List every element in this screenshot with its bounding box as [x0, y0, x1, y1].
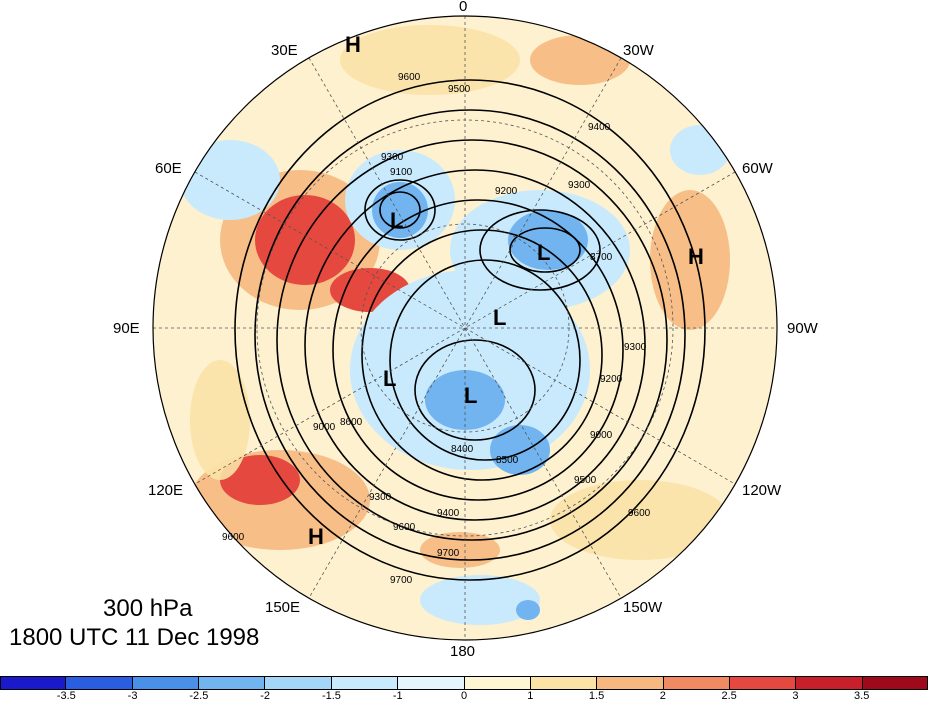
- contour-label: 9200: [495, 186, 518, 197]
- colorbar-tick-label: -3.5: [56, 690, 76, 702]
- colorbar-swatch: [530, 676, 598, 690]
- contour-label: 9700: [437, 548, 460, 559]
- colorbar-tick-label: -1: [392, 690, 403, 702]
- lon-label-180: 180: [450, 643, 476, 660]
- contour-label: 8400: [451, 444, 474, 455]
- colorbar-swatch: [862, 676, 928, 690]
- graticule: [153, 16, 777, 640]
- contour-label: 9100: [390, 167, 413, 178]
- contour-label: 9400: [437, 508, 460, 519]
- colorbar-swatch: [0, 676, 67, 690]
- contour-label: 9400: [588, 122, 611, 133]
- time-label: 1800 UTC 11 Dec 1998: [9, 624, 260, 651]
- colorbar-swatch: [331, 676, 399, 690]
- contour-label: 9500: [574, 475, 597, 486]
- lon-label-0: 0: [459, 0, 468, 15]
- contour-label: 9700: [390, 575, 413, 586]
- contour-label: 8700: [590, 252, 613, 263]
- pressure-center-l: L: [464, 383, 477, 408]
- map-boundary: [152, 15, 778, 641]
- colorbar-tick-label: -1.5: [321, 690, 341, 702]
- lon-label-30w: 30W: [623, 42, 654, 59]
- colorbar-swatch: [663, 676, 730, 690]
- contour-label: 9300: [381, 152, 404, 163]
- contour-label: 9200: [600, 374, 623, 385]
- colorbar-swatch: [729, 676, 797, 690]
- lon-label-120w: 120W: [742, 482, 782, 499]
- contour-label: 9300: [568, 180, 591, 191]
- lon-label-120e: 120E: [148, 482, 184, 499]
- colorbar-tick-label: 3: [792, 690, 799, 702]
- colorbar-tick-label: -2.5: [189, 690, 209, 702]
- lon-label-60e: 60E: [155, 160, 182, 177]
- colorbar-tick-label: 3.5: [854, 690, 870, 702]
- level-label: 300 hPa: [103, 595, 193, 622]
- pressure-center-h: H: [688, 244, 704, 269]
- pressure-center-l: L: [493, 305, 506, 330]
- colorbar-tick-label: -3: [127, 690, 138, 702]
- pressure-center-l: L: [383, 366, 396, 391]
- colorbar-swatch: [66, 676, 133, 690]
- lon-label-30e: 30E: [271, 42, 298, 59]
- lon-label-90w: 90W: [787, 320, 818, 337]
- colorbar-swatch: [796, 676, 863, 690]
- colorbar-swatch: [265, 676, 332, 690]
- colorbar-tick-label: 2: [659, 690, 666, 702]
- colorbar: [0, 676, 928, 690]
- pressure-center-l: L: [390, 208, 403, 233]
- colorbar-swatch: [132, 676, 200, 690]
- contour-label: 9600: [398, 72, 421, 83]
- colorbar-tick-label: 0: [460, 690, 468, 702]
- colorbar-swatch: [597, 676, 664, 690]
- height-contours: [234, 79, 706, 581]
- contour-label: 9300: [369, 492, 392, 503]
- lon-label-150e: 150E: [265, 599, 301, 616]
- colorbar-frame: [0, 676, 928, 690]
- pressure-center-l: L: [537, 240, 550, 265]
- lon-label-60w: 60W: [742, 160, 773, 177]
- contour-label: 9600: [628, 508, 651, 519]
- light-warm-shading: [190, 25, 730, 560]
- colorbar-tick-label: -2: [260, 690, 271, 702]
- colorbar-swatch: [398, 676, 465, 690]
- contour-label: 9000: [313, 422, 336, 433]
- contour-label: 9300: [624, 342, 647, 353]
- contour-label: 9000: [590, 430, 613, 441]
- colorbar-tick-label: 2.5: [721, 690, 737, 702]
- colorbar-swatch: [199, 676, 266, 690]
- colorbar-swatch: [464, 676, 531, 690]
- pressure-center-h: H: [345, 32, 361, 57]
- pressure-center-h: H: [308, 524, 324, 549]
- contour-label: 8600: [340, 417, 363, 428]
- lon-label-150w: 150W: [623, 599, 663, 616]
- colorbar-tick-label: 1: [527, 690, 534, 702]
- colorbar-tick-label: 1.5: [588, 690, 605, 702]
- contour-label: 9600: [222, 532, 245, 543]
- lon-label-90e: 90E: [113, 320, 140, 337]
- contour-label: 8500: [496, 455, 519, 466]
- contour-label: 9600: [393, 522, 416, 533]
- contour-label: 9500: [448, 84, 471, 95]
